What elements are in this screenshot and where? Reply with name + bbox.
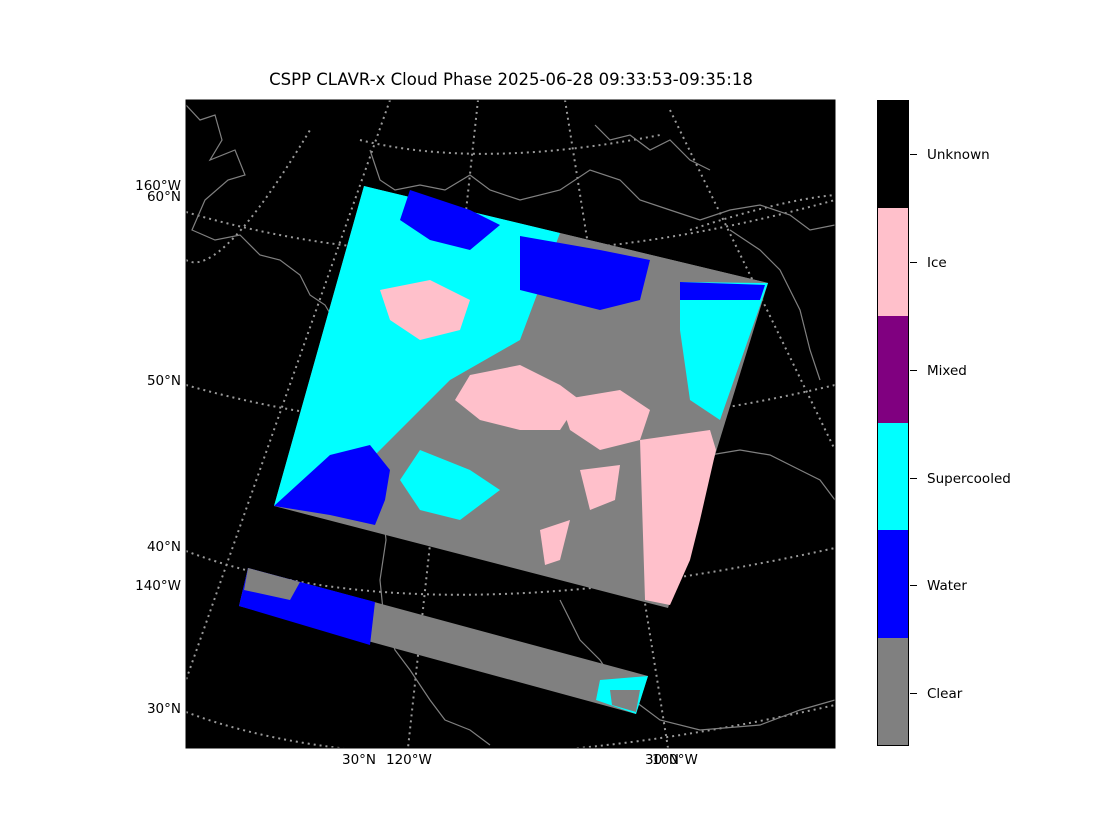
lon-label-140w: 140°W bbox=[135, 578, 181, 594]
colorbar-label-ice: Ice bbox=[927, 255, 947, 271]
swath-lower bbox=[239, 568, 648, 714]
colorbar-segment-ice bbox=[878, 208, 908, 316]
colorbar-tick bbox=[910, 585, 917, 586]
lon-label-160w: 160°W bbox=[135, 178, 181, 194]
lat-label-50n: 50°N bbox=[146, 373, 181, 389]
colorbar-label-clear: Clear bbox=[927, 686, 963, 702]
colorbar-label-water: Water bbox=[927, 578, 967, 594]
colorbar-tick bbox=[910, 154, 917, 155]
colorbar-label-supercooled: Supercooled bbox=[927, 471, 1011, 487]
lat-label-60n: 60°N bbox=[146, 189, 181, 205]
colorbar-tick bbox=[910, 262, 917, 263]
colorbar-tick bbox=[910, 478, 917, 479]
coastlines bbox=[186, 104, 835, 746]
colorbar-segment-supercooled bbox=[878, 422, 908, 531]
lat-label-30n: 30°N bbox=[146, 701, 181, 717]
bottom-label-30n-right: 30°N bbox=[645, 752, 680, 768]
lat-label-40n: 40°N bbox=[146, 539, 181, 555]
colorbar-tick bbox=[910, 693, 917, 694]
colorbar-segment-water bbox=[878, 530, 908, 638]
colorbar-segment-unknown bbox=[878, 101, 908, 209]
colorbar-label-mixed: Mixed bbox=[927, 363, 967, 379]
colorbar-tick bbox=[910, 370, 917, 371]
chart-title: CSPP CLAVR-x Cloud Phase 2025-06-28 09:3… bbox=[269, 70, 753, 89]
colorbar-segment-clear bbox=[878, 637, 908, 745]
swath-main bbox=[274, 186, 768, 608]
bottom-label-120w: 120°W bbox=[386, 752, 432, 768]
bottom-label-100w: 100°W bbox=[652, 752, 698, 768]
colorbar-segment-mixed bbox=[878, 315, 908, 423]
colorbar-label-unknown: Unknown bbox=[927, 147, 990, 163]
bottom-label-30n-left: 30°N bbox=[342, 752, 377, 768]
colorbar bbox=[877, 100, 909, 746]
